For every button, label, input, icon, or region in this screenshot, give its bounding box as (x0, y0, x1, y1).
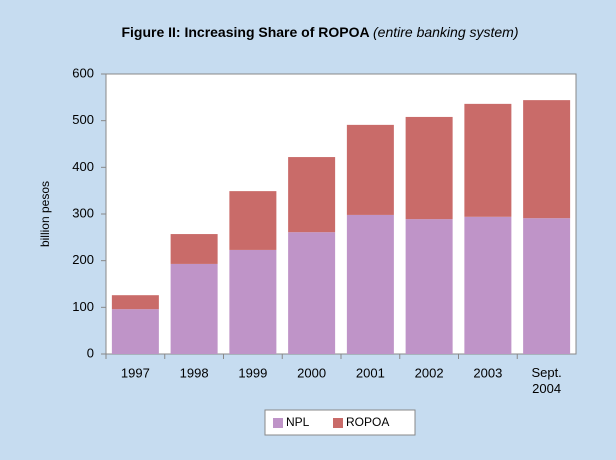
title-main: Figure II: Increasing Share of ROPOA (121, 24, 369, 40)
bar-segment (170, 263, 218, 354)
x-tick-label: 2003 (473, 365, 502, 380)
y-tick-label: 300 (72, 205, 94, 220)
y-axis-label: billion pesos (38, 181, 52, 247)
bar-segment (464, 216, 512, 354)
y-tick-label: 600 (72, 65, 94, 80)
y-tick-label: 400 (72, 159, 94, 174)
legend-label: NPL (286, 415, 310, 429)
bar-segment (288, 232, 336, 354)
bar-segment (229, 191, 277, 250)
bar-segment (111, 309, 159, 354)
y-tick-label: 100 (72, 299, 94, 314)
bar-segment (464, 103, 512, 217)
legend: NPL ROPOA (264, 409, 416, 436)
legend-label: ROPOA (346, 415, 389, 429)
x-tick-label: 2000 (297, 365, 326, 380)
bar-segment (346, 124, 394, 215)
x-tick-line: 2004 (532, 381, 561, 396)
bar-segment (229, 249, 277, 354)
bar-segment (405, 116, 453, 220)
x-tick-label: 1999 (238, 365, 267, 380)
chart-title: Figure II: Increasing Share of ROPOA (en… (121, 24, 518, 40)
legend-swatch (273, 418, 283, 428)
x-tick-label: 2002 (415, 365, 444, 380)
bar-segment (523, 218, 571, 354)
x-tick-line: Sept. (531, 365, 561, 380)
y-tick-label: 0 (87, 345, 94, 360)
legend-swatch (333, 418, 343, 428)
bar-segment (288, 157, 336, 233)
bar-segment (346, 214, 394, 354)
bar-segment (523, 100, 571, 219)
x-tick-label: 1997 (121, 365, 150, 380)
x-tick-label: 2001 (356, 365, 385, 380)
x-tick-label: 1998 (180, 365, 209, 380)
bar-segment (405, 219, 453, 354)
bar-segment (170, 234, 218, 264)
y-tick-label: 200 (72, 252, 94, 267)
bar-segment (111, 295, 159, 310)
x-tick-label: Sept. 2004 (531, 365, 561, 396)
subtitle: (entire banking system) (373, 24, 519, 40)
y-tick-label: 500 (72, 112, 94, 127)
